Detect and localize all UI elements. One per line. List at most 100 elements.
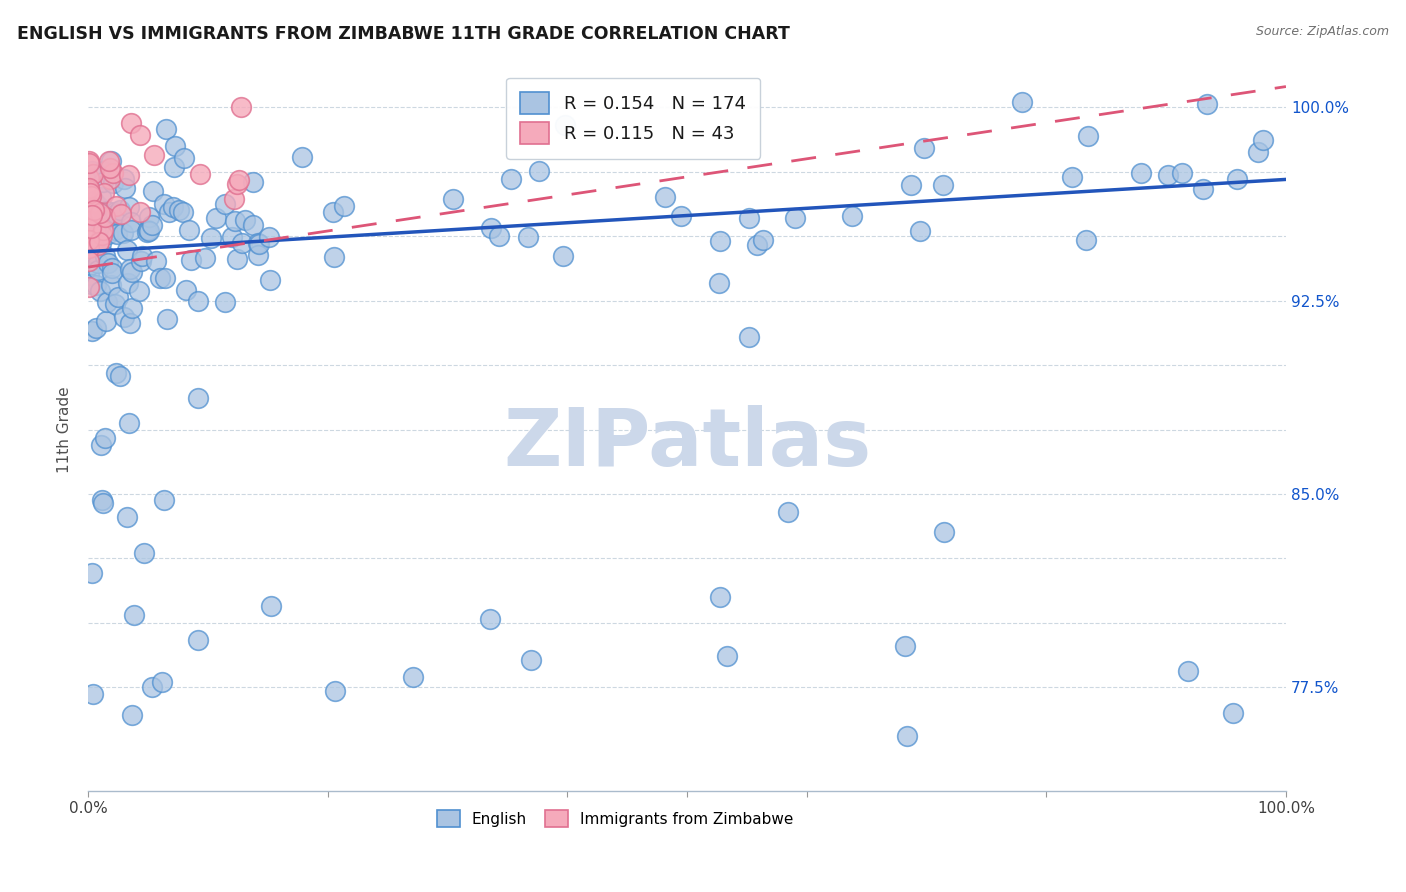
Point [103, 209, 125, 223]
Point [908, 224, 931, 238]
Point [222, 192, 245, 206]
Point [105, 227, 128, 242]
Point [110, 202, 132, 217]
Point [82, 167, 104, 181]
Point [333, 199, 356, 213]
Point [80, 221, 103, 235]
Point [136, 223, 159, 237]
Point [114, 181, 136, 195]
Point [776, 505, 799, 519]
Point [87, 238, 110, 252]
Point [79, 279, 101, 293]
Point [488, 228, 510, 243]
Point [84, 278, 107, 293]
Point [155, 270, 177, 285]
Point [1226, 171, 1249, 186]
Point [79, 154, 101, 169]
Point [94, 210, 117, 224]
Point [323, 250, 346, 264]
Point [174, 283, 197, 297]
Point [105, 366, 128, 380]
Point [1171, 166, 1194, 180]
Point [84, 320, 107, 334]
Point [157, 205, 180, 219]
Point [145, 254, 167, 268]
Point [120, 215, 142, 229]
Point [94, 314, 117, 328]
Point [231, 235, 253, 250]
Point [80, 277, 103, 291]
Point [138, 224, 160, 238]
Point [79, 268, 101, 282]
Point [87, 263, 110, 277]
Point [259, 273, 281, 287]
Point [751, 233, 773, 247]
Point [221, 230, 243, 244]
Point [98, 172, 121, 186]
Point [111, 227, 134, 241]
Point [101, 166, 124, 180]
Point [90, 236, 112, 251]
Point [1195, 97, 1218, 112]
Point [290, 150, 312, 164]
Point [82, 238, 104, 252]
Point [79, 181, 101, 195]
Point [669, 209, 692, 223]
Point [1074, 234, 1097, 248]
Point [894, 639, 917, 653]
Point [79, 249, 101, 263]
Point [96, 203, 118, 218]
Point [79, 155, 101, 169]
Point [716, 648, 738, 663]
Point [96, 219, 118, 234]
Point [100, 153, 122, 168]
Point [112, 171, 135, 186]
Point [118, 168, 141, 182]
Point [233, 213, 256, 227]
Point [142, 148, 165, 162]
Point [188, 167, 211, 181]
Point [737, 211, 759, 225]
Point [519, 653, 541, 667]
Point [249, 237, 271, 252]
Point [98, 154, 121, 169]
Point [141, 219, 163, 233]
Point [323, 683, 346, 698]
Point [91, 228, 114, 243]
Text: ZIPatlas: ZIPatlas [503, 405, 872, 483]
Point [783, 211, 806, 226]
Point [402, 670, 425, 684]
Point [228, 173, 250, 187]
Point [149, 271, 172, 285]
Point [79, 214, 101, 228]
Point [173, 151, 195, 165]
Point [135, 225, 157, 239]
Point [1077, 128, 1099, 143]
Point [87, 235, 110, 249]
Point [118, 200, 141, 214]
Point [124, 608, 146, 623]
Point [84, 230, 107, 244]
Point [896, 729, 918, 743]
Point [79, 253, 101, 268]
Point [478, 612, 501, 626]
Point [224, 213, 246, 227]
Point [80, 208, 103, 222]
Point [79, 208, 101, 222]
Point [1177, 664, 1199, 678]
Point [226, 177, 249, 191]
Point [226, 252, 249, 266]
Point [152, 493, 174, 508]
Point [187, 391, 209, 405]
Text: Source: ZipAtlas.com: Source: ZipAtlas.com [1256, 25, 1389, 38]
Point [231, 100, 253, 114]
Point [104, 204, 127, 219]
Point [1062, 169, 1084, 184]
Point [214, 197, 236, 211]
Point [163, 160, 186, 174]
Point [322, 205, 344, 219]
Point [91, 492, 114, 507]
Point [97, 227, 120, 242]
Point [120, 316, 142, 330]
Point [115, 243, 138, 257]
